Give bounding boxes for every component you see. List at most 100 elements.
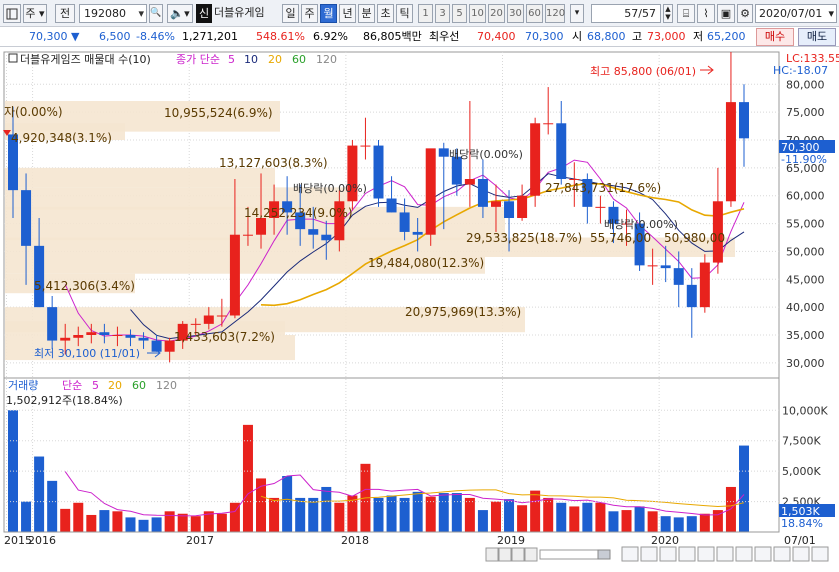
zoom-control-2[interactable]	[659, 546, 677, 562]
scroll-button-3[interactable]	[524, 547, 538, 562]
period-button-3[interactable]: 년	[339, 4, 356, 23]
volume-bar	[712, 510, 723, 532]
save-icon[interactable]: ▣	[717, 4, 735, 23]
interval-dropdown[interactable]: ▾	[570, 4, 584, 23]
volume-bar	[269, 497, 280, 532]
stock-code-input[interactable]: 192080 ▾	[79, 4, 147, 23]
period-button-0[interactable]: 일	[282, 4, 299, 23]
interval-button-120[interactable]: 120	[545, 4, 565, 23]
interval-button-3[interactable]: 3	[435, 4, 450, 23]
ma-period-60: 60	[292, 53, 306, 66]
volume-bar	[739, 445, 749, 532]
volume-bar	[373, 497, 384, 532]
page-stepper[interactable]: ▲ ▼	[663, 4, 673, 23]
candle-body	[73, 335, 84, 338]
period-button-1[interactable]: 주	[301, 4, 318, 23]
price-y-tick: 75,000	[786, 106, 825, 119]
zoom-control-8[interactable]	[773, 546, 791, 562]
volume-y-tick: 5,000K	[782, 465, 821, 478]
profile-label: 1,433,603(7.2%)	[174, 330, 275, 344]
page-counter[interactable]: 57/57	[591, 4, 661, 23]
period-button-2[interactable]: 월	[320, 4, 337, 23]
candle-body	[634, 223, 645, 266]
scroll-thumb[interactable]	[597, 549, 611, 560]
zoom-control-9[interactable]	[792, 546, 810, 562]
profile-label: 20,975,969(13.3%)	[405, 305, 521, 319]
mode-select[interactable]: 주 ▾	[23, 4, 47, 23]
candle-body	[47, 307, 58, 341]
profile-label: 29,533,825(18.7%)	[466, 231, 582, 245]
chart-menu-icon[interactable]	[3, 4, 21, 23]
ma-label: 종가 단순	[176, 53, 220, 66]
sell-button[interactable]: 매도	[798, 28, 836, 46]
zoom-control-1[interactable]	[640, 546, 658, 562]
scroll-button-2[interactable]	[511, 547, 525, 562]
volume-bar	[425, 496, 436, 532]
dividend-label: 배당락(0.00%)	[293, 182, 367, 195]
scroll-button-0[interactable]	[485, 547, 499, 562]
interval-button-10[interactable]: 10	[469, 4, 486, 23]
buy-button[interactable]: 매수	[756, 28, 794, 46]
candle-body	[8, 134, 18, 191]
candle-body	[739, 102, 749, 139]
candle-body	[543, 123, 554, 125]
candle-body	[595, 206, 606, 208]
candle-body	[282, 201, 293, 213]
volume-bar	[86, 514, 97, 532]
scroll-button-1[interactable]	[498, 547, 512, 562]
volume-bar	[686, 516, 697, 532]
zoom-control-7[interactable]	[754, 546, 772, 562]
chart-type-icon[interactable]: ⌇	[697, 4, 715, 23]
price-y-tick: 30,000	[786, 357, 825, 370]
candle-body	[725, 102, 736, 202]
volume-bar	[73, 502, 84, 532]
candle-body	[216, 315, 227, 317]
period-button-5[interactable]: 초	[377, 4, 394, 23]
volume-bar	[451, 493, 462, 532]
candle-body	[321, 234, 332, 241]
candle-body	[295, 212, 306, 230]
volume-bar	[282, 476, 293, 532]
zoom-control-10[interactable]	[811, 546, 829, 562]
x-axis-label: 2015	[4, 534, 32, 547]
volume-bar	[112, 511, 123, 532]
chart-settings-icon[interactable]: ⌸	[677, 4, 695, 23]
interval-button-5[interactable]: 5	[452, 4, 467, 23]
zoom-control-3[interactable]	[678, 546, 696, 562]
search-icon[interactable]: 🔍	[149, 4, 163, 23]
interval-button-20[interactable]: 20	[488, 4, 505, 23]
zoom-control-4[interactable]	[697, 546, 715, 562]
candle-body	[21, 190, 32, 246]
volume-bar	[34, 456, 45, 532]
best-quote-label: 최우선	[429, 30, 460, 43]
x-axis-label: 2019	[497, 534, 525, 547]
volume-bar	[164, 511, 175, 532]
candle-body	[269, 201, 280, 218]
profile-label: 27,843,731(17.6%)	[545, 181, 661, 195]
zoom-control-5[interactable]	[716, 546, 734, 562]
stock-chart[interactable]: 80,00075,00070,00065,00060,00055,00050,0…	[0, 48, 839, 572]
gear-icon[interactable]: ⚙	[737, 4, 753, 23]
volume-bar	[216, 513, 227, 532]
candle-body	[438, 148, 449, 157]
volume-profile-bar	[5, 237, 735, 257]
volume-ma5-line	[64, 471, 745, 517]
period-button-6[interactable]: 틱	[396, 4, 413, 23]
volume-ma-period-5: 5	[92, 379, 99, 392]
zoom-control-0[interactable]	[621, 546, 639, 562]
interval-button-1[interactable]: 1	[418, 4, 433, 23]
interval-button-30[interactable]: 30	[507, 4, 524, 23]
volume-ma-period-20: 20	[108, 379, 122, 392]
volume-bar	[608, 511, 619, 532]
speaker-icon[interactable]: 🔈▾	[167, 4, 193, 23]
ma-period-120: 120	[316, 53, 337, 66]
prev-button[interactable]: 전	[55, 4, 75, 23]
profile-label: 55,746,00	[590, 231, 651, 245]
volume-bar	[60, 508, 71, 532]
dividend-marker-icon	[3, 130, 11, 136]
date-input[interactable]: 2020/07/01 ▾	[755, 4, 837, 23]
interval-button-60[interactable]: 60	[526, 4, 543, 23]
period-button-4[interactable]: 분	[358, 4, 375, 23]
zoom-control-6[interactable]	[735, 546, 753, 562]
profile-label: 19,484,080(12.3%)	[368, 256, 484, 270]
